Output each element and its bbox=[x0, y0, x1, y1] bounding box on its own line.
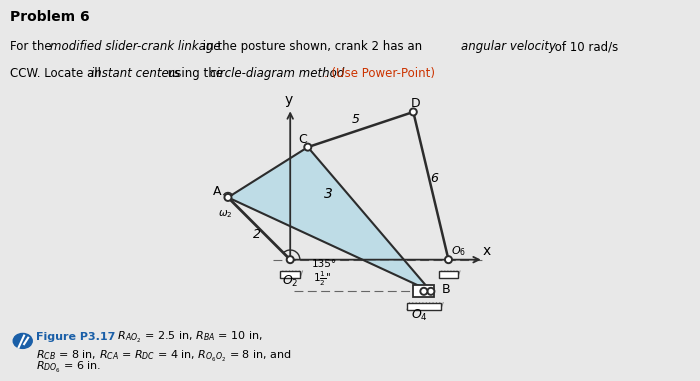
Text: $R_{AO_2}$ = 2.5 in, $R_{BA}$ = 10 in,: $R_{AO_2}$ = 2.5 in, $R_{BA}$ = 10 in, bbox=[113, 330, 262, 345]
Circle shape bbox=[225, 194, 232, 201]
Text: 5: 5 bbox=[351, 113, 359, 126]
Circle shape bbox=[420, 288, 428, 295]
Circle shape bbox=[287, 256, 294, 263]
Text: $\omega_2$: $\omega_2$ bbox=[218, 208, 232, 219]
Text: For the: For the bbox=[10, 40, 56, 53]
Text: modified slider-crank linkage: modified slider-crank linkage bbox=[50, 40, 221, 53]
Text: using the: using the bbox=[164, 67, 228, 80]
Text: 135°: 135° bbox=[312, 259, 337, 269]
Bar bbox=[440, 271, 458, 278]
Text: CCW. Locate all: CCW. Locate all bbox=[10, 67, 105, 80]
Polygon shape bbox=[228, 147, 431, 291]
Text: 6: 6 bbox=[430, 172, 438, 185]
Text: $O_4$: $O_4$ bbox=[411, 308, 428, 323]
Circle shape bbox=[410, 109, 416, 115]
Text: C: C bbox=[298, 133, 307, 146]
Bar bbox=[281, 271, 300, 278]
Circle shape bbox=[428, 288, 435, 295]
Circle shape bbox=[13, 333, 32, 348]
Text: of 10 rad/s: of 10 rad/s bbox=[551, 40, 618, 53]
Text: $O_6$: $O_6$ bbox=[451, 244, 466, 258]
Text: D: D bbox=[410, 97, 420, 110]
Text: $1\frac{1}{2}$": $1\frac{1}{2}$" bbox=[313, 269, 331, 288]
Circle shape bbox=[304, 144, 312, 150]
Bar bbox=[413, 285, 435, 297]
Text: B: B bbox=[441, 283, 450, 296]
Text: Figure P3.17: Figure P3.17 bbox=[36, 332, 116, 342]
Text: $R_{CB}$ = 8 in, $R_{CA}$ = $R_{DC}$ = 4 in, $R_{O_6O_2}$ = 8 in, and: $R_{CB}$ = 8 in, $R_{CA}$ = $R_{DC}$ = 4… bbox=[36, 349, 292, 365]
Text: circle-diagram method: circle-diagram method bbox=[210, 67, 344, 80]
Text: x: x bbox=[482, 244, 491, 258]
Text: $R_{DO_6}$ = 6 in.: $R_{DO_6}$ = 6 in. bbox=[36, 360, 102, 375]
Circle shape bbox=[445, 256, 452, 263]
Text: Problem 6: Problem 6 bbox=[10, 10, 90, 24]
Text: . (Use Power-Point): . (Use Power-Point) bbox=[324, 67, 435, 80]
Text: angular velocity: angular velocity bbox=[461, 40, 556, 53]
Text: 3: 3 bbox=[325, 187, 333, 201]
Text: $O_2$: $O_2$ bbox=[282, 274, 298, 289]
Text: in the posture shown, crank 2 has an: in the posture shown, crank 2 has an bbox=[199, 40, 426, 53]
Text: y: y bbox=[284, 93, 293, 107]
Text: instant centers: instant centers bbox=[91, 67, 180, 80]
Text: A: A bbox=[213, 185, 222, 198]
Bar bbox=[407, 303, 441, 310]
Text: 2: 2 bbox=[253, 228, 261, 241]
